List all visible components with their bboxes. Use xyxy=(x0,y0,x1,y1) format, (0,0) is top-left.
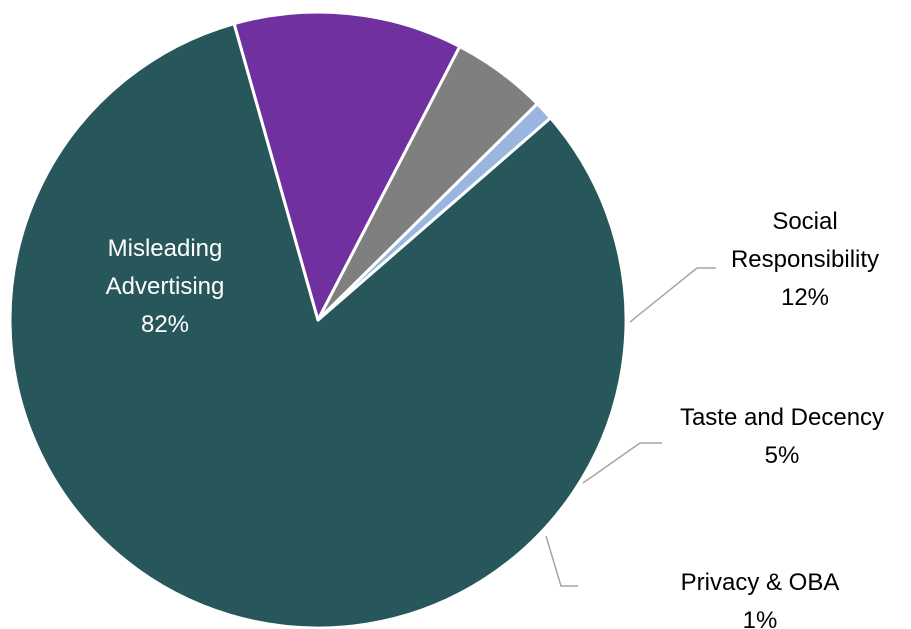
slice-labels: Misleading Advertising 82% Social Responsibi… xyxy=(106,208,884,629)
slice-value-label-misleading-advertising: 82% xyxy=(141,311,189,338)
slice-name-label-taste-and-decency: Taste and Decency xyxy=(680,404,884,431)
leader-line-taste-and-decency xyxy=(582,442,662,484)
slice-value-label-social-responsibility: 12% xyxy=(781,284,829,311)
slice-name-label-misleading-advertising: Misleading xyxy=(108,235,223,262)
slice-name-label-social-responsibility: Social xyxy=(772,208,837,235)
pie-slice-social-responsibility xyxy=(232,10,462,322)
slice-name-label-misleading-advertising: Advertising xyxy=(106,273,225,300)
pie-slice-misleading-advertising xyxy=(8,22,628,629)
slice-value-label-privacy-oba: 1% xyxy=(743,607,778,629)
pie-slice-privacy-oba xyxy=(316,102,552,322)
slice-name-label-privacy-oba: Privacy & OBA xyxy=(681,569,840,596)
leader-line-privacy-oba xyxy=(545,535,578,587)
slice-name-label-social-responsibility: Responsibility xyxy=(731,246,879,273)
pie-slices xyxy=(8,10,628,629)
leader-lines xyxy=(545,267,716,587)
leader-line-social-responsibility xyxy=(629,267,716,323)
slice-value-label-taste-and-decency: 5% xyxy=(765,442,800,469)
